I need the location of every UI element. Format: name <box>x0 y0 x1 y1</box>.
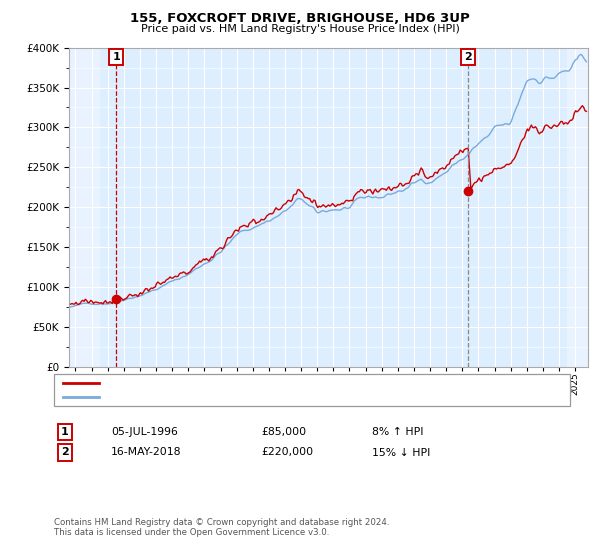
Text: 155, FOXCROFT DRIVE, BRIGHOUSE, HD6 3UP (detached house): 155, FOXCROFT DRIVE, BRIGHOUSE, HD6 3UP … <box>105 378 424 388</box>
Text: 155, FOXCROFT DRIVE, BRIGHOUSE, HD6 3UP: 155, FOXCROFT DRIVE, BRIGHOUSE, HD6 3UP <box>130 12 470 25</box>
Text: £220,000: £220,000 <box>261 447 313 458</box>
Text: HPI: Average price, detached house, Calderdale: HPI: Average price, detached house, Cald… <box>105 392 343 402</box>
Text: 2: 2 <box>61 447 68 458</box>
Text: £85,000: £85,000 <box>261 427 306 437</box>
Bar <box>567 48 588 367</box>
Bar <box>69 48 100 367</box>
Text: 1: 1 <box>61 427 68 437</box>
Bar <box>69 48 100 367</box>
Text: 1: 1 <box>113 53 120 62</box>
Text: 15% ↓ HPI: 15% ↓ HPI <box>372 447 430 458</box>
Text: Contains HM Land Registry data © Crown copyright and database right 2024.
This d: Contains HM Land Registry data © Crown c… <box>54 518 389 538</box>
Bar <box>567 48 588 367</box>
Text: Price paid vs. HM Land Registry's House Price Index (HPI): Price paid vs. HM Land Registry's House … <box>140 24 460 34</box>
Text: 8% ↑ HPI: 8% ↑ HPI <box>372 427 424 437</box>
Text: 2: 2 <box>464 53 472 62</box>
Text: 16-MAY-2018: 16-MAY-2018 <box>111 447 182 458</box>
Text: 05-JUL-1996: 05-JUL-1996 <box>111 427 178 437</box>
